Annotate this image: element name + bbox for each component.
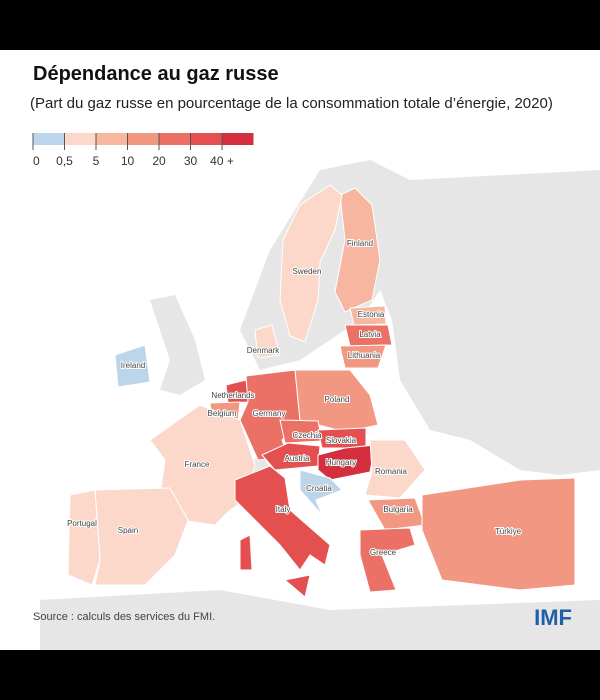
country-label: Bulgaria: [383, 505, 413, 514]
source: Source : calculs des services du FMI.: [33, 611, 215, 623]
country-label: Lithuania: [348, 351, 381, 360]
title: Dépendance au gaz russe: [33, 63, 279, 85]
legend-label: 0,5: [56, 154, 73, 168]
legend-swatch: [64, 133, 96, 145]
country: [349, 305, 387, 326]
country: [334, 187, 381, 313]
country-label: Portugal: [67, 519, 97, 528]
country-label: Czechia: [293, 431, 322, 440]
legend-swatch: [33, 133, 65, 145]
country: [294, 369, 379, 433]
country-label: Türkiye: [495, 527, 522, 536]
country-label: Austria: [285, 454, 310, 463]
country-label: Romania: [375, 467, 408, 476]
legend-swatch: [222, 133, 254, 145]
country: [359, 527, 416, 593]
country-label: France: [185, 460, 210, 469]
country-label: Denmark: [247, 346, 280, 355]
country: [279, 184, 343, 343]
country: [149, 404, 256, 526]
logo: IMF: [534, 605, 572, 630]
country: [67, 489, 101, 586]
country-label: Croatia: [306, 484, 332, 493]
country: [317, 444, 376, 481]
country-label: Belgium: [208, 409, 237, 418]
countries: [67, 184, 576, 598]
legend-label: 40 +: [210, 154, 234, 168]
country: [421, 477, 576, 591]
subtitle: (Part du gaz russe en pourcentage de la …: [30, 95, 553, 112]
country-label: Slovakia: [326, 436, 357, 445]
legend-label: 30: [184, 154, 198, 168]
country-label: Italy: [276, 505, 291, 514]
legend-swatch: [159, 133, 191, 145]
country: [364, 439, 426, 499]
country: [299, 469, 343, 516]
country-labels: Finland Sweden Estonia Latvia Lithuania Denma…: [66, 238, 523, 558]
country-label: Ireland: [121, 361, 145, 370]
country-label: Hungary: [326, 458, 356, 467]
country-label: Finland: [347, 239, 373, 248]
country: [344, 324, 393, 347]
legend-swatch: [96, 133, 128, 145]
country-label: Estonia: [358, 310, 385, 319]
legend-label: 5: [93, 154, 100, 168]
country: [114, 344, 151, 388]
country-label: Germany: [253, 409, 286, 418]
legend-swatch: [127, 133, 159, 145]
legend-label: 20: [152, 154, 166, 168]
country-label: Greece: [370, 548, 397, 557]
country: [254, 324, 281, 359]
country-label: Latvia: [359, 330, 381, 339]
legend-label: 10: [121, 154, 135, 168]
legend: 0 0,5 5 10 20 30 40 +: [32, 133, 254, 168]
country-label: Spain: [118, 526, 138, 535]
country-label: Sweden: [293, 267, 322, 276]
country: [339, 344, 387, 369]
legend-label: 0: [33, 154, 40, 168]
country-label: Poland: [325, 395, 350, 404]
country-label: Netherlands: [211, 391, 254, 400]
country: [234, 465, 331, 598]
legend-swatch: [190, 133, 222, 145]
